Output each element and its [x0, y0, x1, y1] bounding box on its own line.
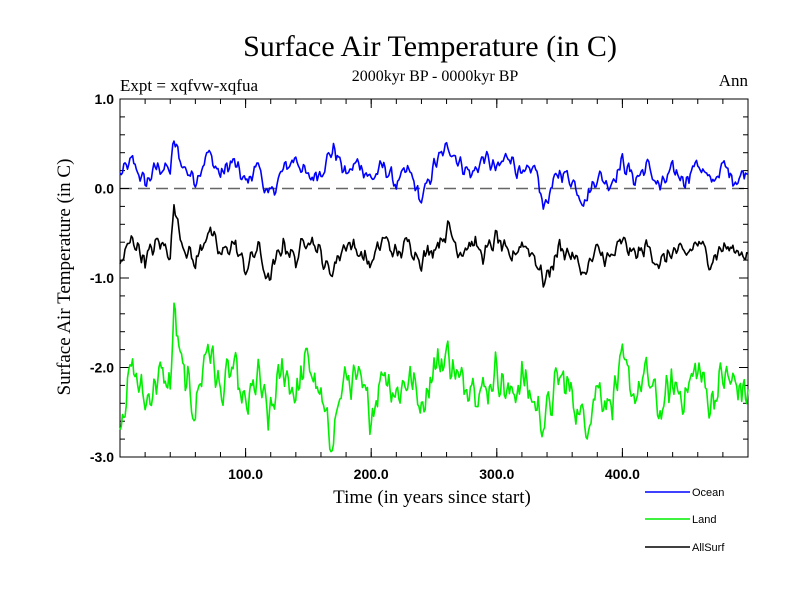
season-label: Ann	[719, 71, 749, 90]
chart-subtitle: 2000kyr BP - 0000kyr BP	[352, 68, 519, 85]
x-tick-label: 100.0	[228, 466, 263, 482]
expt-label: Expt = xqfvw-xqfua	[120, 76, 258, 95]
series-line-ocean	[119, 140, 749, 210]
x-tick-label: 400.0	[605, 466, 640, 482]
legend-label-land: Land	[692, 514, 716, 526]
y-tick-label: 0.0	[95, 181, 115, 197]
plot-frame	[119, 98, 749, 458]
legend-label-allsurf: AllSurf	[692, 542, 725, 554]
legend-label-ocean: Ocean	[692, 487, 724, 499]
y-tick-label: -3.0	[90, 449, 114, 465]
y-tick-label: 1.0	[95, 91, 115, 107]
series-line-land	[119, 302, 749, 453]
x-tick-label: 300.0	[479, 466, 514, 482]
series-line-allsurf	[119, 204, 749, 288]
legend: Ocean Land AllSurf	[645, 487, 725, 554]
y-tick-label: -2.0	[90, 360, 114, 376]
x-tick-label: 200.0	[354, 466, 389, 482]
y-tick-label: -1.0	[90, 270, 114, 286]
chart-title: Surface Air Temperature (in C)	[243, 30, 617, 63]
x-axis-label: Time (in years since start)	[333, 487, 531, 508]
y-axis-label: Surface Air Temperature (in C)	[54, 159, 75, 396]
